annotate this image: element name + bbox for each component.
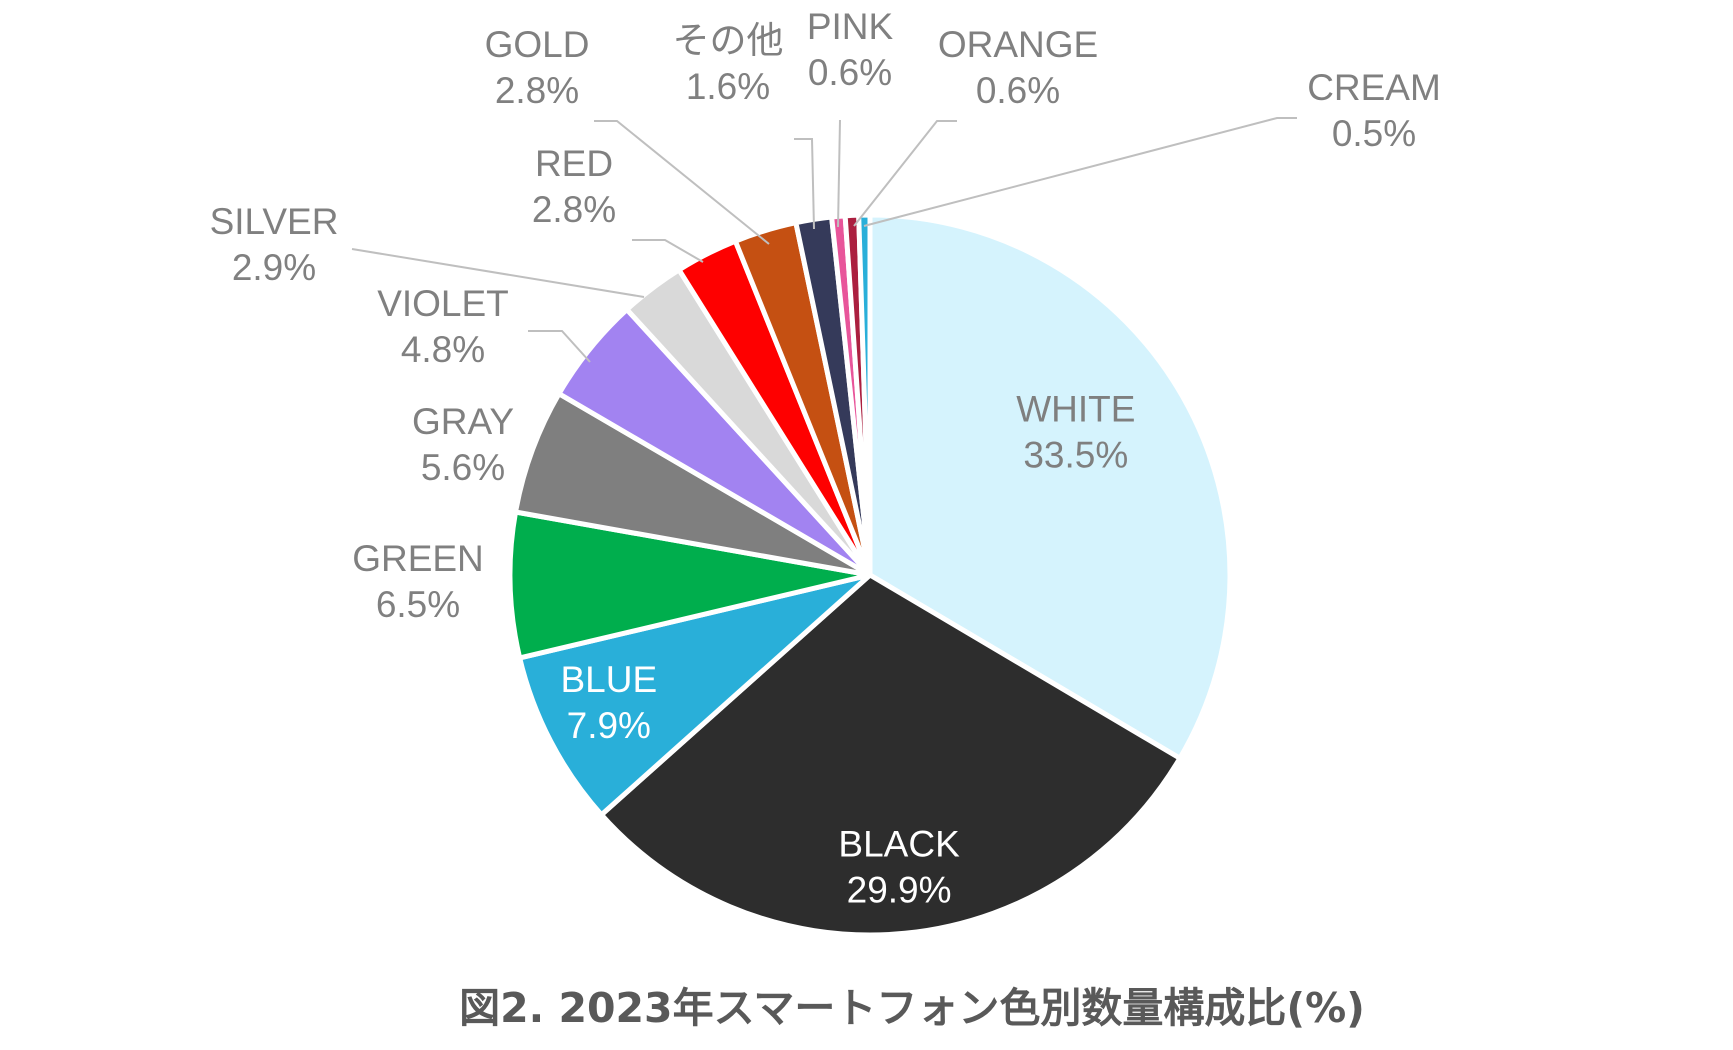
slice-red-leader-line	[632, 239, 704, 263]
slice-other-leader-line	[794, 138, 815, 230]
slice-silver-leader-line	[351, 248, 645, 298]
slice-black	[598, 572, 1183, 938]
slice-violet-value-label: 4.8%	[401, 329, 485, 370]
slice-blue-value-label: 7.9%	[567, 705, 651, 746]
slice-cream	[856, 212, 873, 578]
slice-white-value-label: 33.5%	[1023, 435, 1128, 476]
slice-blue-label: BLUE	[560, 659, 657, 700]
slice-orange-label: ORANGE	[938, 24, 1098, 65]
slice-gray-value-label: 5.6%	[421, 447, 505, 488]
slice-red-label: RED	[535, 143, 613, 184]
slice-gray-label: GRAY	[412, 401, 514, 442]
slice-cream-label: CREAM	[1307, 67, 1441, 108]
slice-green-label: GREEN	[352, 538, 484, 579]
slice-pink-label: PINK	[807, 6, 894, 47]
pie-slices	[507, 212, 1233, 938]
slice-other-label: その他	[673, 20, 784, 61]
slice-blue	[517, 572, 873, 818]
slice-green	[507, 509, 873, 661]
slice-cream-value-label: 0.5%	[1332, 113, 1416, 154]
slice-pink-value-label: 0.6%	[808, 52, 892, 93]
slice-green-value-label: 6.5%	[376, 584, 460, 625]
slice-violet-leader-line	[528, 330, 591, 363]
slice-gold-value-label: 2.8%	[495, 70, 579, 111]
slice-white-label: WHITE	[1016, 389, 1135, 430]
slice-gold-label: GOLD	[485, 24, 590, 65]
slice-white	[867, 212, 1233, 761]
slice-other-value-label: 1.6%	[686, 66, 770, 107]
slice-black-label: BLACK	[838, 823, 960, 864]
slice-pink-leader-line	[837, 119, 841, 228]
slice-gold-leader-line	[594, 120, 770, 245]
slice-silver-value-label: 2.9%	[232, 247, 316, 288]
slice-cream-leader-line	[863, 117, 1297, 227]
slice-silver-label: SILVER	[210, 201, 339, 242]
slice-black-value-label: 29.9%	[847, 869, 952, 910]
chart-title: 図2. 2023年スマートフォン色別数量構成比(%)	[459, 984, 1365, 1032]
slice-orange-leader-line	[853, 120, 957, 227]
slice-orange-value-label: 0.6%	[976, 70, 1060, 111]
slice-labels: WHITE 33.5% BLACK 29.9% BLUE 7.9% GREEN 6.5% GRA…	[210, 6, 1441, 910]
leader-lines	[351, 117, 1297, 363]
slice-violet-label: VIOLET	[377, 283, 509, 324]
slice-red-value-label: 2.8%	[532, 189, 616, 230]
